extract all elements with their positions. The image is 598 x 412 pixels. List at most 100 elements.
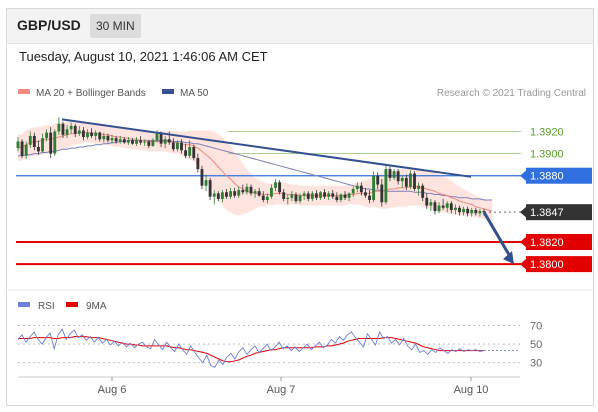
candle: [453, 204, 457, 215]
candle-body: [81, 130, 85, 138]
candle-body: [32, 135, 36, 147]
candle: [98, 131, 102, 142]
candle-body: [212, 193, 216, 197]
candle-body: [364, 192, 367, 196]
candle: [449, 201, 453, 214]
candle: [417, 182, 421, 196]
candle: [323, 188, 327, 199]
candle: [37, 140, 40, 155]
candle: [351, 186, 355, 197]
candle-body: [159, 133, 163, 144]
candle: [478, 208, 482, 217]
candle-body: [314, 193, 318, 198]
candle: [86, 129, 89, 140]
candle: [188, 140, 192, 159]
candle-body: [257, 191, 261, 196]
candle-body: [147, 141, 151, 146]
candle: [388, 166, 392, 182]
candle: [368, 190, 371, 204]
candle: [474, 207, 478, 216]
candle-body: [28, 135, 32, 145]
chart-header: GBP/USD 30 MIN: [7, 9, 593, 44]
candle: [49, 127, 53, 159]
candle-body: [155, 133, 159, 141]
candle: [314, 190, 318, 201]
candle-body: [441, 205, 445, 208]
candle: [298, 193, 302, 204]
level-tag-pointer: [520, 169, 527, 182]
candle-body: [118, 139, 122, 142]
candle: [441, 198, 445, 210]
candle-body: [16, 141, 20, 149]
forecast-arrow: [482, 211, 513, 259]
candle: [421, 183, 425, 202]
forecast-arrowhead: [503, 251, 514, 265]
candle: [294, 192, 298, 204]
rsi-panel: 70 50 30: [17, 320, 542, 370]
candle: [114, 135, 118, 144]
candle-body: [417, 185, 421, 189]
candle-body: [24, 144, 28, 156]
candle-body: [175, 142, 179, 150]
candle-body: [204, 180, 208, 186]
level-label: 1.3820: [530, 237, 564, 249]
level-tag-pointer: [520, 236, 527, 249]
candle: [184, 143, 188, 159]
level-tag-pointer: [520, 206, 527, 219]
candle: [225, 188, 228, 199]
candle-body: [265, 196, 269, 201]
candle: [118, 135, 122, 144]
level-label: 1.3900: [530, 149, 564, 161]
candle: [458, 205, 461, 216]
rsi-ma-legend-label: 9MA: [86, 301, 107, 312]
candle: [200, 165, 204, 189]
candle: [470, 207, 474, 217]
candle: [245, 183, 249, 195]
level-tag-1.3800: [526, 256, 592, 273]
candle-body: [294, 194, 298, 202]
candle-body: [453, 207, 457, 210]
candle-body: [355, 185, 359, 189]
candle-body: [298, 195, 302, 202]
candle-body: [372, 175, 376, 201]
candle: [429, 198, 433, 212]
ma50-legend-swatch: [162, 89, 174, 94]
candle: [282, 188, 286, 202]
candle: [404, 174, 408, 191]
candle: [147, 140, 151, 149]
candle-body: [478, 211, 482, 214]
rsi-legend-swatch: [18, 302, 30, 307]
candle: [45, 129, 49, 142]
candle: [392, 169, 396, 181]
candle: [90, 128, 94, 139]
candle: [253, 188, 257, 198]
candle-body: [392, 171, 396, 178]
candlesticks: [16, 117, 486, 217]
candle: [466, 206, 470, 217]
candle-body: [474, 209, 478, 214]
candle: [135, 137, 138, 146]
candle: [425, 193, 429, 209]
timeframe-button[interactable]: 30 MIN: [90, 14, 141, 38]
candle-body: [249, 186, 253, 194]
candle: [106, 133, 110, 143]
candle: [261, 191, 265, 203]
candle-body: [388, 169, 392, 178]
level-tag-1.3820: [526, 234, 592, 251]
candle: [192, 144, 196, 161]
candle: [408, 170, 412, 189]
candle-body: [139, 140, 143, 143]
rsi-level-label: 30: [530, 358, 542, 370]
candle-body: [302, 193, 306, 196]
level-label: 1.3800: [530, 259, 564, 271]
candle-body: [466, 208, 470, 214]
bollinger-band-area: [18, 121, 493, 221]
candle-body: [319, 192, 322, 198]
bollinger-bands: [18, 121, 493, 221]
candle-body: [77, 130, 81, 134]
level-tag-1.3880: [526, 167, 592, 184]
candle-body: [192, 146, 196, 159]
candle-body: [106, 135, 110, 141]
trendline-group: [61, 118, 514, 265]
